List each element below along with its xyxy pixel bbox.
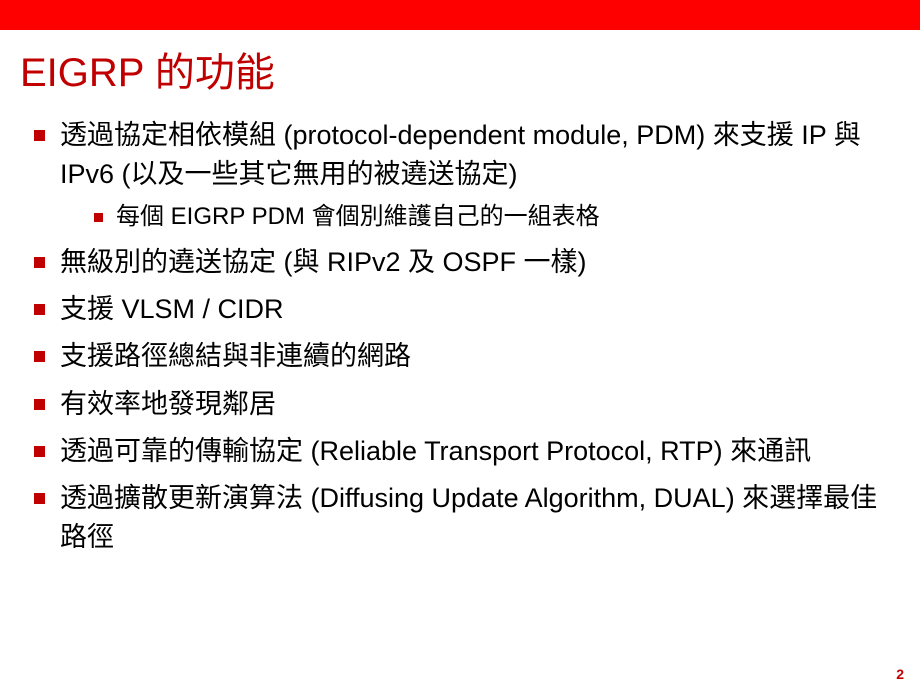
list-item: 無級別的遶送協定 (與 RIPv2 及 OSPF 一樣) — [30, 243, 900, 282]
page-number: 2 — [896, 666, 904, 682]
list-item: 支援 VLSM / CIDR — [30, 290, 900, 329]
bullet-text: 透過可靠的傳輸協定 (Reliable Transport Protocol, … — [60, 436, 811, 466]
list-item: 有效率地發現鄰居 — [30, 385, 900, 424]
list-item: 支援路徑總結與非連續的網路 — [30, 337, 900, 376]
bullet-list: 透過協定相依模組 (protocol-dependent module, PDM… — [20, 116, 900, 557]
slide-title: EIGRP 的功能 — [20, 40, 900, 98]
list-item: 每個 EIGRP PDM 會個別維護自己的一組表格 — [90, 200, 900, 235]
bullet-text: 支援 VLSM / CIDR — [60, 294, 284, 324]
list-item: 透過擴散更新演算法 (Diffusing Update Algorithm, D… — [30, 479, 900, 557]
top-accent-bar — [0, 0, 920, 30]
bullet-text: 每個 EIGRP PDM 會個別維護自己的一組表格 — [116, 203, 600, 230]
bullet-text: 有效率地發現鄰居 — [60, 389, 276, 419]
bullet-text: 透過擴散更新演算法 (Diffusing Update Algorithm, D… — [60, 483, 877, 552]
list-item: 透過協定相依模組 (protocol-dependent module, PDM… — [30, 116, 900, 235]
bullet-text: 透過協定相依模組 (protocol-dependent module, PDM… — [60, 120, 861, 189]
bullet-text: 無級別的遶送協定 (與 RIPv2 及 OSPF 一樣) — [60, 247, 587, 277]
bullet-text: 支援路徑總結與非連續的網路 — [60, 341, 411, 371]
list-item: 透過可靠的傳輸協定 (Reliable Transport Protocol, … — [30, 432, 900, 471]
sub-bullet-list: 每個 EIGRP PDM 會個別維護自己的一組表格 — [60, 200, 900, 235]
slide-content: EIGRP 的功能 透過協定相依模組 (protocol-dependent m… — [0, 30, 920, 557]
